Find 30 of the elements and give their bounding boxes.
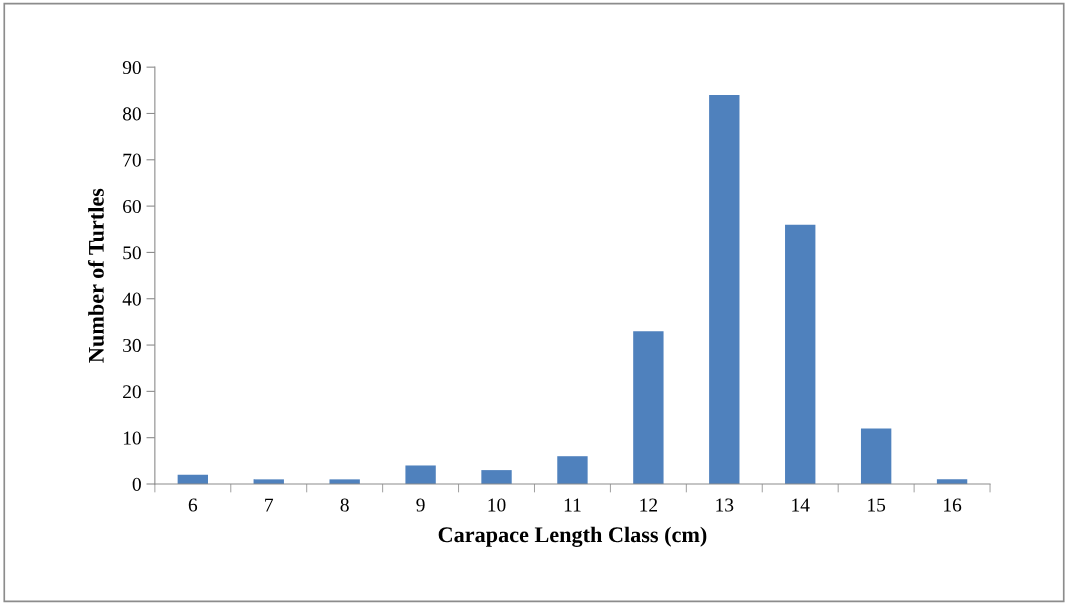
bar (481, 470, 512, 484)
bar (557, 456, 588, 484)
y-tick-label: 90 (122, 60, 141, 75)
y-tick-label: 20 (123, 385, 141, 399)
x-axis-title: Carapace Length Class (cm) (438, 526, 707, 547)
bar (633, 331, 664, 484)
bar (860, 428, 892, 484)
x-tick-label: 12 (640, 498, 658, 512)
y-tick-label: 0 (132, 477, 141, 491)
x-tick-label: 8 (340, 498, 349, 512)
y-tick-label: 60 (123, 199, 141, 214)
y-axis-title: Number of Turtles (87, 188, 104, 363)
y-tick-label: 50 (123, 246, 141, 260)
x-tick-label: 10 (488, 498, 506, 512)
bar (405, 465, 436, 484)
x-tick-label: 11 (564, 498, 581, 512)
bar (709, 94, 740, 484)
y-tick-label: 10 (123, 431, 141, 445)
x-tick-label: 9 (416, 498, 425, 512)
x-tick-label: 14 (792, 498, 810, 512)
y-tick-label: 40 (122, 292, 141, 306)
bar (785, 224, 816, 484)
x-tick-label: 15 (868, 498, 886, 512)
x-tick-label: 16 (944, 498, 962, 512)
y-tick-label: 80 (122, 107, 141, 121)
x-tick-label: 13 (716, 498, 734, 512)
y-tick-label: 30 (123, 338, 141, 352)
x-tick-label: 7 (265, 498, 274, 512)
y-tick-label: 70 (123, 153, 141, 167)
x-tick-label: 6 (188, 498, 198, 512)
